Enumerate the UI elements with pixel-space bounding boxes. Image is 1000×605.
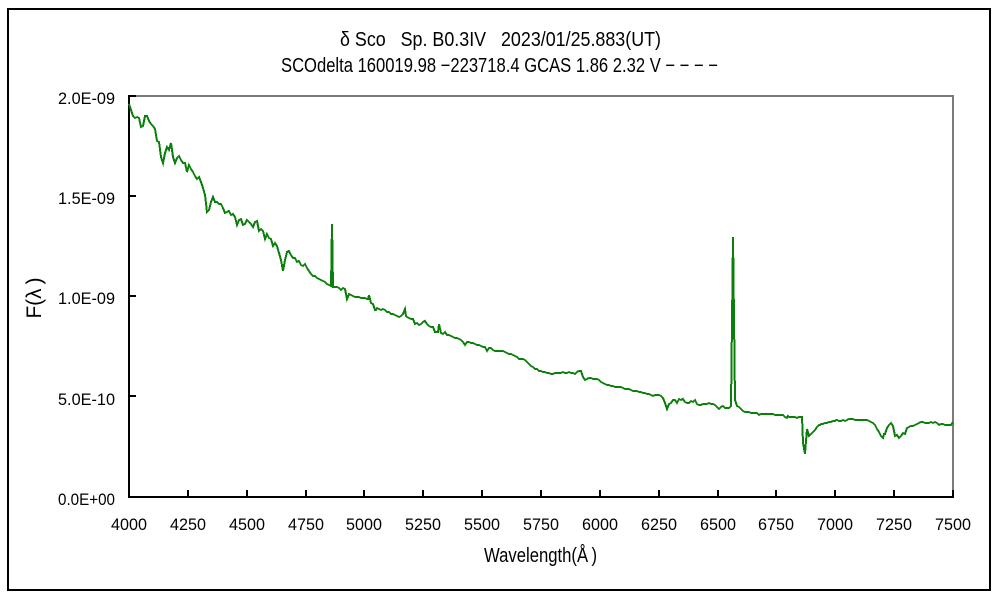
svg-text:4250: 4250 [170,515,206,534]
svg-text:2.0E-09: 2.0E-09 [58,89,115,108]
svg-text:1.0E-09: 1.0E-09 [58,289,115,308]
svg-text:6500: 6500 [700,515,736,534]
svg-text:δ Sco Sp. B0.3IV 2023/01/2: δ Sco Sp. B0.3IV 2023/01/25.883(UT) [340,29,661,51]
svg-text:0.0E+00: 0.0E+00 [58,490,115,509]
svg-text:5750: 5750 [523,515,559,534]
svg-text:SCOdelta 160019.98 −223718.4 G: SCOdelta 160019.98 −223718.4 GCAS 1.86 2… [281,55,718,77]
svg-text:1.5E-09: 1.5E-09 [58,189,115,208]
svg-text:6000: 6000 [582,515,618,534]
svg-text:5.0E-10: 5.0E-10 [58,390,115,409]
svg-text:4750: 4750 [288,515,324,534]
svg-text:4000: 4000 [111,515,147,534]
svg-text:Wavelength(Å ): Wavelength(Å ) [484,544,597,567]
svg-text:7000: 7000 [817,515,853,534]
svg-text:6750: 6750 [758,515,794,534]
svg-text:5250: 5250 [405,515,441,534]
svg-text:7250: 7250 [876,515,912,534]
svg-text:4500: 4500 [229,515,265,534]
svg-text:7500: 7500 [935,515,971,534]
svg-text:F(λ ): F(λ ) [23,278,46,319]
svg-text:5000: 5000 [346,515,382,534]
svg-text:5500: 5500 [464,515,500,534]
svg-text:6250: 6250 [641,515,677,534]
